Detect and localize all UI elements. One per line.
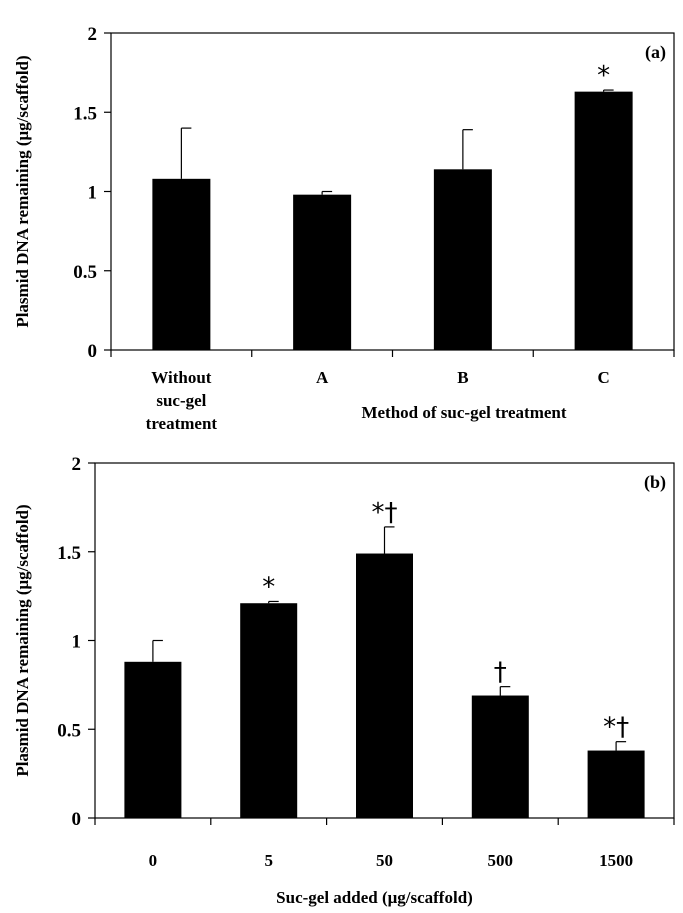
bar	[152, 178, 211, 350]
y-tick-label: 0	[88, 341, 98, 362]
x-category-label: 1500	[599, 851, 633, 870]
y-tick-label: 1	[88, 183, 98, 204]
bar	[293, 194, 352, 350]
y-tick-label: 0.5	[57, 720, 81, 741]
bar	[471, 695, 529, 818]
x-category-label: 50	[376, 851, 393, 870]
x-category-label: C	[597, 368, 609, 387]
significance-marker: *†	[603, 713, 629, 743]
panel-label: (a)	[645, 42, 666, 63]
bar	[574, 91, 633, 351]
significance-marker: *	[597, 61, 610, 91]
x-category-label: A	[316, 368, 329, 387]
x-axis-title: Suc-gel added (μg/scaffold)	[276, 888, 473, 907]
y-tick-label: 0	[72, 809, 82, 830]
x-category-label: Without	[151, 368, 211, 387]
y-axis-title: Plasmid DNA remaining (μg/scaffold)	[13, 55, 32, 327]
x-category-label: treatment	[146, 414, 218, 433]
bar	[240, 603, 298, 818]
x-axis-title: Method of suc-gel treatment	[361, 403, 566, 422]
x-category-label: suc-gel	[156, 391, 206, 410]
y-tick-label: 1.5	[57, 543, 81, 564]
y-axis-title: Plasmid DNA remaining (μg/scaffold)	[13, 504, 32, 776]
y-tick-label: 2	[88, 24, 98, 45]
bar	[356, 553, 413, 818]
bar	[124, 661, 182, 818]
chart-panel-a: 0 0.5 1 1.5 2 Without suc-gel treatment A B * C (a) M…	[13, 24, 675, 433]
x-category-label: 5	[264, 851, 273, 870]
significance-marker: †	[494, 658, 507, 688]
y-tick-label: 1	[72, 632, 82, 653]
significance-marker: *†	[372, 498, 398, 528]
bar	[587, 750, 645, 818]
y-tick-label: 2	[72, 454, 82, 475]
y-tick-label: 0.5	[73, 262, 97, 283]
x-category-label: 0	[149, 851, 158, 870]
panel-label: (b)	[644, 472, 666, 493]
x-category-label: B	[457, 368, 468, 387]
y-tick-label: 1.5	[73, 103, 97, 124]
chart-panel-b: 0 0.5 1 1.5 2 0 * 5 *† 50 † 500 *† 1500 (b) Suc-gel add…	[13, 454, 675, 907]
x-category-label: 500	[488, 851, 514, 870]
bar	[433, 169, 492, 350]
significance-marker: *	[262, 572, 275, 602]
